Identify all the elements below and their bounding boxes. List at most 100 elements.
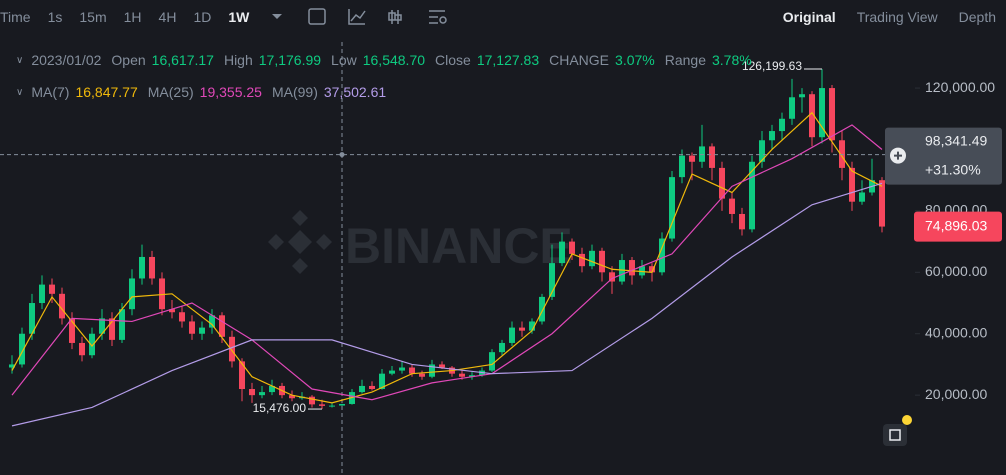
crosshair-price: 98,341.49 [925, 132, 987, 148]
legend-label: Open [111, 52, 146, 68]
candle-body [659, 238, 665, 273]
candle-body [669, 177, 675, 239]
interval-tab[interactable]: 15m [79, 9, 107, 25]
candle-body [469, 375, 475, 377]
widget-icon[interactable] [889, 429, 901, 441]
interval-tab[interactable]: 1W [228, 9, 250, 25]
candle-body [329, 405, 335, 407]
legend-value: 3.78% [712, 52, 752, 68]
candle-body [219, 315, 225, 337]
ma-value: 37,502.61 [323, 84, 387, 100]
legend-value: 16,617.17 [151, 52, 214, 68]
candle-body [569, 241, 575, 254]
chevron[interactable]: ∨ [16, 54, 24, 66]
candle-body [599, 250, 605, 273]
candle-body [709, 146, 715, 168]
dropdown[interactable] [272, 14, 282, 19]
candle-body [529, 321, 535, 331]
ma-label: MA(99) [271, 84, 318, 100]
candle-body [199, 327, 205, 334]
candle-body [379, 373, 385, 390]
view-tab[interactable]: Trading View [856, 9, 938, 25]
y-tick-label: 40,000.00 [925, 324, 987, 340]
y-tick-label: 60,000.00 [925, 263, 987, 279]
ma-value: 16,847.77 [75, 84, 138, 100]
candle-body [149, 256, 155, 279]
interval-tab[interactable]: 1D [193, 9, 212, 25]
candle-body [129, 278, 135, 310]
candle-body [259, 392, 265, 396]
legend-value: 16,548.70 [362, 52, 426, 68]
crosshair-box [885, 127, 1002, 185]
ma-line [11, 182, 883, 427]
candle-body [399, 367, 405, 371]
crosshair-dot [339, 152, 345, 158]
view-tab[interactable]: Original [782, 9, 836, 25]
watermark: BINANCE [268, 210, 573, 274]
candle-body [729, 198, 735, 214]
icon-calendar[interactable] [308, 8, 326, 25]
view-tab[interactable]: Depth [958, 9, 996, 25]
crosshair-change: +31.30% [925, 161, 981, 177]
candle-body [19, 333, 25, 365]
candle-body [249, 389, 255, 396]
legend-label: Range [664, 52, 706, 68]
last-price-box [914, 211, 1002, 242]
candle-body [109, 318, 115, 340]
candle-body [509, 327, 515, 343]
candle-body [609, 272, 615, 282]
widget-bg[interactable] [883, 424, 907, 446]
ma-line [11, 124, 883, 401]
candle-body [269, 385, 275, 393]
candle-body [879, 180, 885, 227]
legend-label: Low [331, 52, 357, 68]
chevron[interactable]: ∨ [16, 86, 24, 98]
candle-body [679, 155, 685, 178]
candle-body [139, 256, 145, 279]
interval-tab[interactable]: 4H [158, 9, 177, 25]
candle-body [99, 318, 105, 334]
candle-body [289, 395, 295, 399]
toolbar: Time 1s 15m 1H 4H 1D 1W [0, 6, 266, 28]
candle-body [359, 385, 365, 393]
candle-body [829, 88, 835, 141]
candle-body [649, 266, 655, 273]
interval-tab[interactable]: 1H [123, 9, 142, 25]
candle-body [189, 321, 195, 334]
candle-body [849, 167, 855, 202]
candle-body [859, 192, 865, 202]
candle-body [719, 167, 725, 199]
watermark-text: BINANCE [345, 218, 573, 274]
candle-body [789, 97, 795, 119]
legend-label: Close [435, 52, 471, 68]
icon-indicator[interactable] [348, 9, 366, 25]
interval-tab[interactable]: Time [0, 9, 31, 25]
toolbar-icons [272, 8, 447, 25]
icon-candle[interactable] [388, 10, 402, 24]
add-order-plus [894, 151, 902, 160]
candle-body [799, 94, 805, 98]
ma-value: 19,355.25 [199, 84, 262, 100]
candle-body [389, 370, 395, 374]
y-tick-label: 120,000.00 [925, 79, 995, 95]
candle-body [59, 293, 65, 319]
ma-label: MA(7) [31, 84, 70, 100]
candle-body [459, 373, 465, 377]
candle-body [119, 309, 125, 340]
candle-body [319, 404, 325, 406]
candle-body [769, 131, 775, 141]
interval-tab[interactable]: 1s [47, 9, 63, 25]
icon-settings[interactable] [429, 10, 445, 24]
legend-value: 3.07% [615, 52, 655, 68]
candle-body [159, 278, 165, 310]
candle-body [89, 333, 95, 356]
candle-body [779, 118, 785, 132]
candle-body [559, 241, 565, 264]
widget[interactable] [883, 415, 912, 446]
ma-legend: ∨ MA(7) 16,847.77 MA(25) 19,355.25 MA(99) 37,… [16, 84, 396, 100]
icon-settings-dot[interactable] [439, 16, 447, 24]
candle-body [209, 315, 215, 328]
candle-body [549, 263, 555, 297]
